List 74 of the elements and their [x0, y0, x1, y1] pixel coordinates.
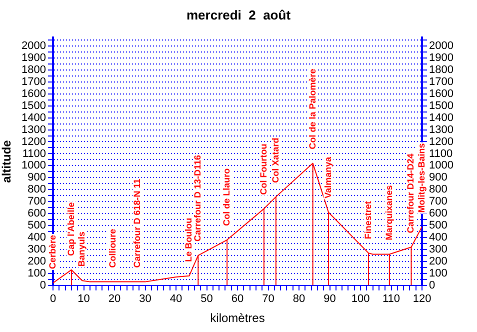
x-axis-title: kilomètres [210, 311, 265, 326]
annotation: Carrefour D 13-D116 [192, 154, 203, 242]
y2-tick-label: 1500 [429, 100, 454, 112]
annotation: Col de Llauro [222, 168, 232, 226]
x-tick-label: 100 [351, 293, 370, 306]
y2-tick-label: 1700 [429, 76, 454, 88]
y-tick-label: 0 [40, 279, 46, 292]
y-tick-label: 600 [28, 208, 46, 220]
y-tick-label: 1300 [22, 124, 46, 136]
annotation: Marquixanes [384, 185, 394, 240]
annotation: Cap l'Abeille [66, 202, 76, 256]
y2-tick-label: 1400 [429, 112, 454, 124]
y-tick-label: 300 [28, 244, 46, 256]
y-tick-label: 1200 [22, 136, 46, 148]
y2-tick-label: 1800 [429, 64, 454, 76]
annotation: Molitg-les-Bains [416, 143, 426, 213]
x-tick-label: 90 [324, 293, 336, 306]
y-tick-label: 200 [28, 255, 46, 268]
annotation: Carrefour D14-D24 [406, 154, 416, 234]
y-tick-label: 900 [28, 172, 46, 184]
annotation: Finestret [362, 201, 373, 240]
x-tick-label: 70 [262, 293, 274, 306]
y-tick-label: 1500 [22, 100, 46, 112]
y-tick-label: 1800 [22, 64, 46, 76]
y2-tick-label: 200 [429, 255, 448, 268]
y-tick-label: 1400 [22, 112, 46, 124]
y2-tick-label: 900 [429, 172, 448, 184]
y-tick-label: 500 [28, 220, 46, 232]
annotation: Banyuls [76, 232, 87, 267]
x-tick-label: 110 [382, 293, 400, 306]
x-tick-label: 20 [108, 293, 121, 306]
annotation: Col de la Palomère [307, 68, 318, 150]
x-tick-label: 120 [412, 293, 432, 306]
annotation: Cerbère [47, 234, 58, 270]
y2-tick-label: 2000 [429, 40, 454, 52]
y-axis-title: altitude [0, 140, 14, 183]
y-tick-label: 1000 [22, 160, 46, 172]
y-tick-label: 1700 [22, 76, 46, 88]
x-tick-label: 10 [78, 293, 90, 306]
y-tick-label: 1600 [22, 88, 46, 100]
x-tick-label: 40 [170, 293, 182, 306]
x-tick-label: 30 [139, 293, 152, 306]
y2-tick-label: 1900 [429, 52, 454, 64]
x-tick-label: 80 [292, 293, 306, 306]
y2-tick-label: 700 [429, 196, 448, 208]
y2-tick-label: 500 [429, 220, 448, 232]
y-tick-label: 2000 [22, 40, 46, 52]
y2-tick-label: 1100 [429, 148, 453, 160]
y2-tick-label: 1300 [429, 124, 454, 136]
y-tick-label: 700 [28, 196, 46, 208]
annotation: Valmanya [323, 156, 334, 198]
y2-tick-label: 800 [429, 184, 448, 196]
y-tick-label: 800 [28, 184, 46, 196]
y2-tick-label: 100 [429, 267, 448, 280]
y2-tick-label: 400 [429, 232, 448, 244]
y-tick-label: 100 [28, 267, 46, 280]
y2-tick-label: 600 [429, 208, 448, 220]
y-tick-label: 400 [28, 232, 46, 244]
y2-tick-label: 1000 [429, 160, 454, 172]
y2-tick-label: 1600 [429, 88, 454, 100]
y2-tick-label: 1200 [429, 136, 454, 148]
x-tick-label: 50 [200, 293, 213, 306]
chart-title: mercredi 2 août [186, 7, 292, 22]
y-tick-label: 1100 [22, 148, 46, 160]
annotation: Carrefour D 618-N 11 [132, 178, 142, 268]
annotation: Col Fourtou [258, 144, 268, 195]
y2-tick-label: 300 [429, 244, 448, 256]
x-tick-label: 60 [231, 293, 244, 306]
annotation: Col Xatard [270, 138, 280, 183]
x-tick-label: 0 [50, 293, 56, 306]
annotation: Le Boulou [184, 218, 194, 262]
annotation: Collioure [107, 228, 118, 268]
y2-tick-label: 0 [429, 279, 436, 292]
y-tick-label: 1900 [22, 52, 46, 64]
